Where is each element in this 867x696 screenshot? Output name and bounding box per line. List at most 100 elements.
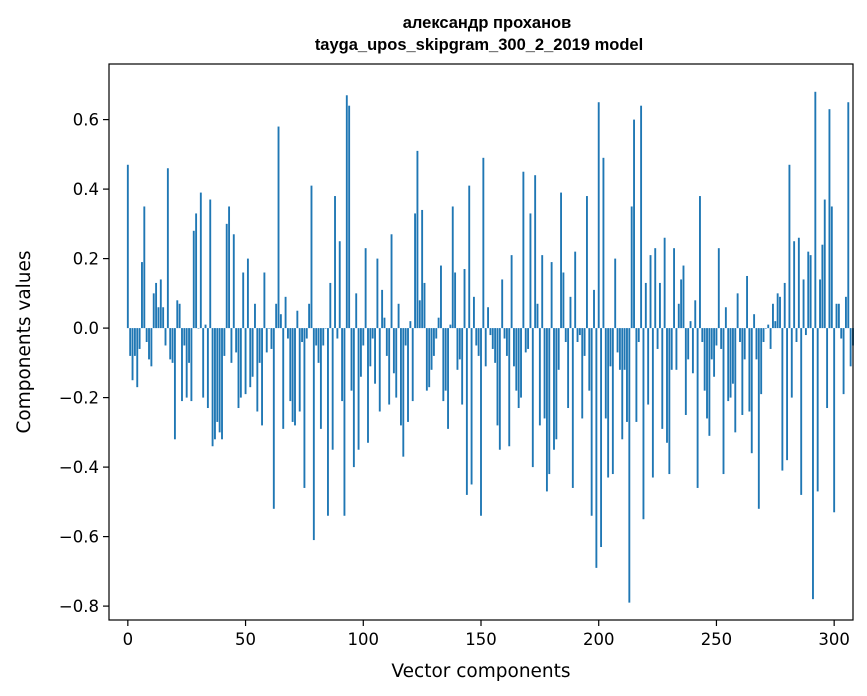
bar-307 (849, 328, 852, 367)
bar-34 (206, 328, 209, 409)
bar-102 (367, 328, 369, 443)
bar-201 (600, 328, 603, 548)
bar-76 (305, 328, 308, 339)
bar-65 (279, 314, 282, 329)
bar-7 (143, 206, 146, 329)
x-tick-label: 150 (465, 630, 497, 649)
bar-241 (694, 300, 697, 329)
bar-221 (647, 328, 650, 405)
bar-146 (470, 328, 473, 485)
bar-66 (282, 328, 285, 429)
bar-91 (341, 328, 344, 402)
bar-223 (651, 328, 654, 478)
bar-277 (779, 296, 781, 329)
bar-14 (159, 279, 162, 329)
bar-179 (548, 328, 551, 475)
bar-104 (371, 328, 374, 339)
bar-245 (703, 328, 706, 391)
bar-166 (517, 328, 520, 409)
bar-169 (524, 328, 527, 353)
bar-162 (508, 328, 511, 447)
bar-290 (809, 255, 812, 329)
bar-145 (468, 185, 471, 329)
bar-206 (611, 328, 614, 475)
bar-286 (800, 328, 803, 495)
y-tick-label: 0.4 (73, 180, 99, 199)
bar-0 (126, 164, 129, 329)
bar-214 (630, 206, 633, 329)
bar-306 (847, 102, 850, 329)
bar-252 (720, 328, 723, 349)
bar-25 (185, 328, 188, 398)
bar-61 (270, 328, 273, 349)
bar-51 (246, 258, 249, 329)
bar-298 (828, 109, 831, 329)
bar-209 (618, 328, 621, 370)
bar-31 (199, 192, 202, 329)
bar-4 (136, 328, 139, 388)
bar-194 (583, 328, 586, 356)
bar-193 (581, 328, 584, 419)
bar-94 (348, 105, 351, 329)
bar-122 (414, 213, 417, 329)
bar-88 (334, 196, 336, 329)
bar-227 (661, 328, 664, 429)
bar-219 (642, 328, 645, 520)
bar-274 (772, 303, 774, 329)
bar-126 (423, 282, 426, 329)
bar-270 (762, 328, 765, 342)
bar-97 (355, 293, 358, 329)
bar-240 (691, 328, 694, 374)
bar-124 (418, 300, 421, 329)
bar-205 (609, 328, 612, 367)
bar-300 (833, 328, 836, 513)
bar-244 (701, 328, 704, 342)
bar-276 (776, 293, 779, 329)
x-tick-label: 0 (123, 630, 134, 649)
bar-305 (844, 296, 847, 329)
bar-54 (254, 303, 256, 329)
bar-72 (296, 310, 299, 329)
bar-134 (442, 328, 445, 402)
bar-156 (494, 328, 497, 363)
bar-172 (531, 328, 534, 468)
bar-198 (593, 289, 595, 329)
bar-181 (553, 328, 555, 450)
bar-2 (131, 328, 134, 381)
bar-192 (578, 328, 581, 336)
bar-152 (484, 328, 487, 367)
bar-178 (545, 328, 548, 492)
bar-135 (444, 328, 447, 391)
chart-title: александр проханов (403, 14, 572, 32)
bar-100 (362, 328, 365, 346)
x-tick-label: 100 (348, 630, 380, 649)
bar-10 (150, 328, 153, 367)
y-tick-label: −0.2 (59, 389, 99, 408)
bar-175 (538, 328, 541, 426)
bar-216 (635, 328, 638, 422)
bar-44 (230, 328, 233, 363)
bar-242 (696, 328, 699, 488)
bar-117 (402, 328, 405, 457)
bar-176 (541, 255, 544, 329)
bar-158 (498, 328, 501, 450)
bar-220 (644, 282, 647, 329)
bar-291 (812, 328, 814, 600)
bar-86 (329, 282, 332, 329)
bar-30 (197, 328, 200, 329)
bar-288 (804, 328, 807, 336)
bar-266 (753, 314, 756, 329)
bar-57 (261, 328, 263, 426)
bar-260 (739, 328, 741, 342)
bar-190 (574, 251, 577, 329)
chart-subtitle: tayga_upos_skipgram_300_2_2019 model (315, 36, 643, 54)
bar-197 (590, 328, 593, 516)
bar-154 (489, 328, 492, 336)
bar-112 (390, 234, 393, 329)
bar-273 (769, 328, 772, 349)
bar-168 (522, 171, 525, 329)
bar-49 (242, 272, 245, 329)
bar-67 (284, 296, 287, 329)
bar-301 (835, 303, 838, 329)
bar-203 (604, 328, 607, 419)
